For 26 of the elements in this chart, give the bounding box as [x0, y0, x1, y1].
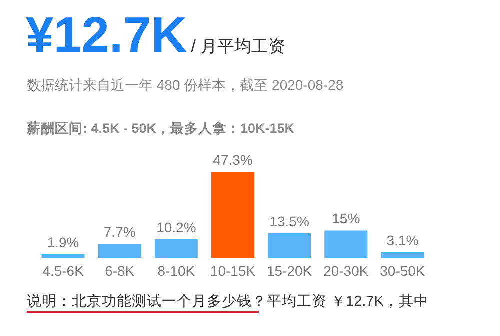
text: 薪酬区间: 4.5K - 50K，最多人拿：10K-15K — [27, 120, 295, 138]
data-label: 13.5% — [270, 213, 310, 230]
chart-title: ¥12.7K — [26, 7, 188, 63]
data-label: 3.1% — [386, 232, 419, 248]
x-tick-label: 20-30K — [324, 262, 370, 279]
bar — [268, 233, 312, 258]
text: 数据统计来自近一年 480 份样本，截至 2020-08-28 — [27, 77, 344, 95]
bar — [154, 239, 198, 258]
data-label: 15% — [332, 210, 360, 227]
bar — [98, 244, 142, 258]
bar — [324, 230, 368, 258]
data-label: 10.2% — [156, 219, 196, 236]
x-tick-label: 10-15K — [210, 262, 256, 279]
text: 说明：北京功能测试一个月多少钱？平均工资 ￥12.7K，其中 — [27, 292, 429, 311]
x-tick-label: 8-10K — [158, 262, 196, 279]
bar — [42, 254, 85, 258]
chart-subtitle: / 月平均工资 — [191, 37, 286, 56]
data-label: 47.3% — [213, 152, 253, 168]
x-tick-label: 30-50K — [380, 262, 426, 279]
bar — [212, 172, 255, 258]
x-tick-label: 4.5-6K — [42, 262, 85, 279]
data-label: 1.9% — [47, 234, 80, 251]
bar — [381, 252, 424, 258]
x-tick-label: 15-20K — [266, 262, 313, 279]
x-tick-label: 6-8K — [105, 262, 136, 279]
data-label: 7.7% — [104, 224, 136, 240]
